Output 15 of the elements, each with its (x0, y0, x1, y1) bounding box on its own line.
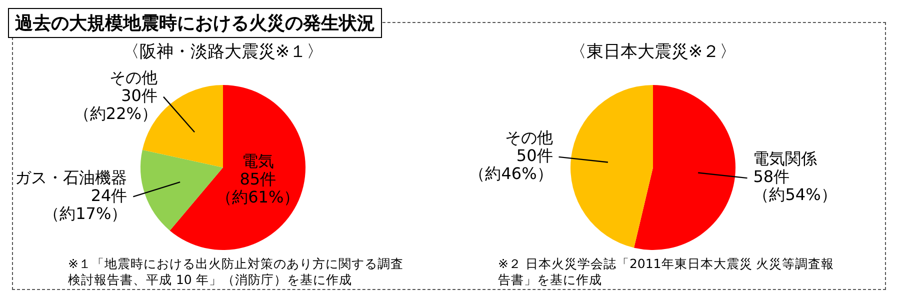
slice-label: その他 (109, 68, 158, 87)
slice-label: その他 (504, 128, 553, 148)
text: ※２ 日本火災学会誌「2011年東日本大震災 火災等調査報告書」を基に作成 (498, 256, 836, 288)
data-label: 58件（約54%） (753, 167, 837, 204)
data-label: 30件（約22%） (74, 86, 158, 123)
slice-label: ガス・石油機器 (15, 168, 128, 187)
chart-subtitle: 〈阪神・淡路大震災※１〉 (121, 41, 325, 63)
data-label: 24件（約17%） (44, 186, 128, 223)
chart-title: 過去の大規模地震時における火災の発生状況 (8, 8, 382, 38)
data-label: 85件（約61%） (216, 169, 300, 206)
data-label: 50件（約46%） (469, 146, 553, 184)
text: ※１「地震時における出火防止対策のあり方に関する調査検討報告書、平成 10 年」（消防庁）を基に作成 (68, 256, 404, 288)
slice-label: 電気 (242, 151, 274, 170)
slice-label: 電気関係 (753, 149, 818, 168)
chart-subtitle: 〈東日本大震災※２〉 (568, 41, 738, 63)
